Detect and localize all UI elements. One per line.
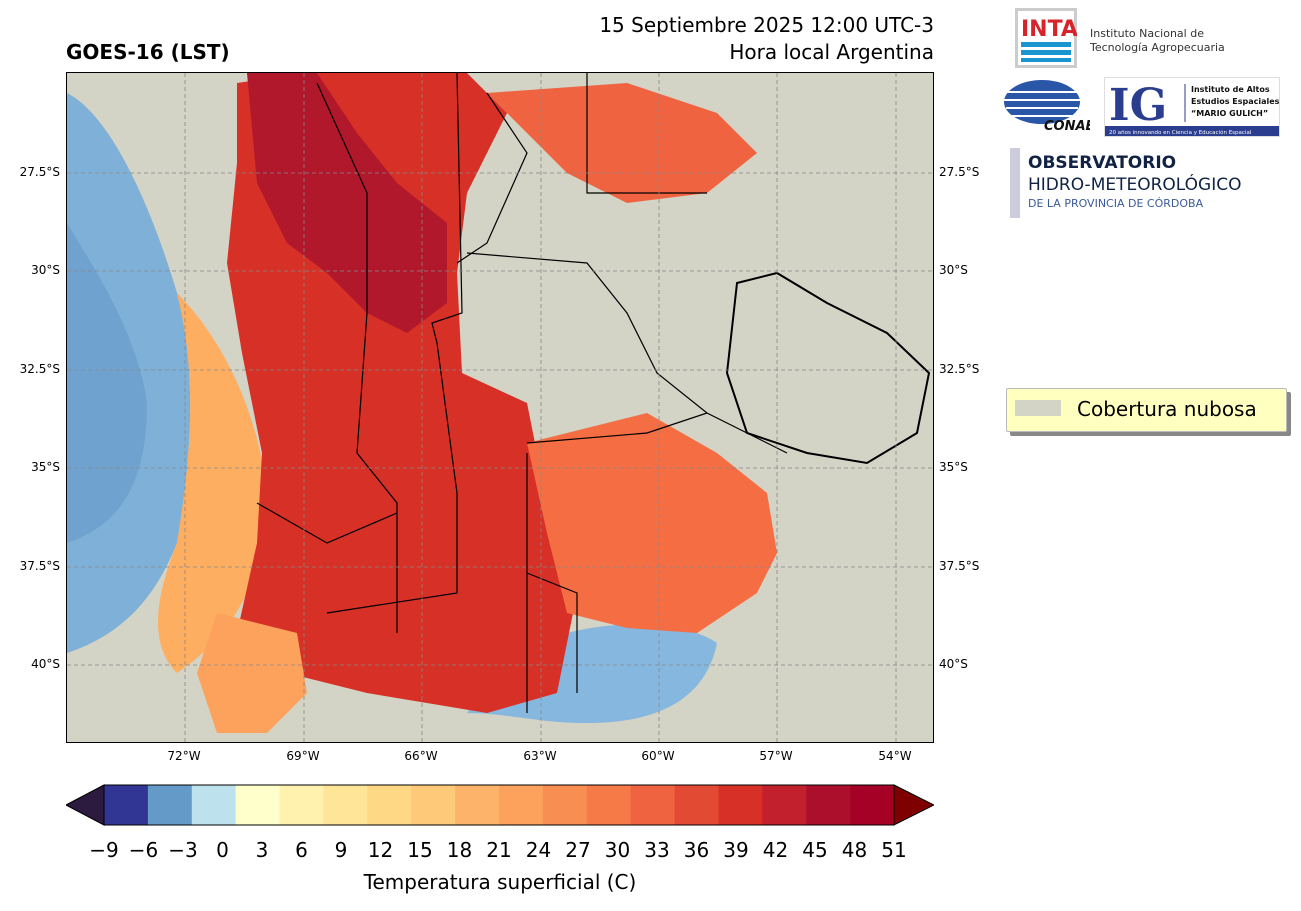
lat-label-left: 32.5°S (19, 362, 60, 376)
svg-text:20 años innovando en Ciencia y: 20 años innovando en Ciencia y Educación… (1109, 129, 1252, 136)
lon-label: 54°W (878, 749, 912, 763)
colorbar-segment (279, 785, 324, 825)
colorbar-tick-label: 45 (802, 838, 828, 862)
lon-label: 69°W (286, 749, 320, 763)
colorbar-tick-label: 6 (295, 838, 308, 862)
southern-warm-patch (197, 613, 307, 733)
colorbar-tick-label: 36 (683, 838, 710, 862)
colorbar-segment (586, 785, 632, 825)
local-time-label: Hora local Argentina (729, 40, 934, 64)
colorbar-segment (499, 785, 544, 825)
svg-text:Estudios Espaciales: Estudios Espaciales (1191, 97, 1279, 106)
colorbar-segment (850, 785, 895, 825)
province-borders (256, 73, 788, 713)
lat-label-right: 40°S (939, 657, 968, 671)
lat-label-left: 35°S (31, 460, 60, 474)
uruguay-border (725, 271, 931, 465)
lat-label-right: 27.5°S (939, 165, 980, 179)
colorbar-segment (235, 785, 281, 825)
lst-map (66, 72, 934, 743)
svg-text:Instituto de Altos: Instituto de Altos (1191, 85, 1270, 94)
datetime-header: 15 Septiembre 2025 12:00 UTC-3 Hora loca… (599, 12, 934, 66)
cloud-cover-legend: Cobertura nubosa (1006, 388, 1287, 432)
colorbar-tick-label: −3 (168, 838, 198, 862)
lat-label-left: 27.5°S (19, 165, 60, 179)
colorbar (66, 784, 934, 826)
lat-label-right: 37.5°S (939, 559, 980, 573)
map-title: GOES-16 (LST) (66, 40, 230, 64)
lat-label-right: 30°S (939, 263, 968, 277)
colorbar-over-arrow (893, 784, 934, 826)
colorbar-segment (147, 785, 193, 825)
colorbar-tick-label: 18 (446, 838, 473, 862)
lon-label: 66°W (404, 749, 438, 763)
svg-text:CONAE: CONAE (1044, 119, 1090, 134)
colorbar-tick-label: −6 (128, 838, 159, 862)
colorbar-tick-label: 39 (723, 838, 749, 862)
colorbar-segment (455, 785, 500, 825)
lat-label-right: 35°S (939, 460, 968, 474)
colorbar-tick-label: 3 (255, 838, 269, 862)
colorbar-tick-label: 33 (644, 838, 670, 862)
colorbar-tick-label: 48 (841, 838, 868, 862)
inta-logo: INTA (1015, 8, 1078, 68)
colorbar-segment (718, 785, 763, 825)
colorbar-tick-label: 51 (881, 838, 907, 862)
lat-label-right: 32.5°S (939, 362, 980, 376)
datetime-label: 15 Septiembre 2025 12:00 UTC-3 (599, 13, 934, 37)
colorbar-tick-label: 15 (407, 838, 433, 862)
colorbar-label: Temperatura superficial (C) (363, 870, 637, 894)
colorbar-segment (191, 785, 237, 825)
lon-label: 63°W (523, 749, 557, 763)
colorbar-tick-label: −9 (89, 838, 119, 862)
colorbar-tick-label: 24 (525, 838, 552, 862)
conae-logo: CONAE (1004, 78, 1095, 134)
inta-name: Instituto Nacional de Tecnología Agropec… (1090, 27, 1225, 54)
colorbar-tick-label: 27 (565, 838, 591, 862)
colorbar-under-arrow (66, 784, 105, 826)
svg-text:IG: IG (1109, 80, 1167, 131)
gridlines (67, 73, 933, 742)
cloud-cover-label: Cobertura nubosa (1077, 397, 1257, 421)
colorbar-segment (323, 785, 368, 825)
svg-text:INTA: INTA (1021, 17, 1077, 42)
colorbar-tick-label: 0 (216, 838, 229, 862)
colorbar-tick-label: 9 (334, 838, 348, 862)
colorbar-tick-label: 42 (762, 838, 789, 862)
lat-label-left: 37.5°S (19, 559, 60, 573)
lon-label: 60°W (641, 749, 675, 763)
colorbar-segment (762, 785, 807, 825)
colorbar-segment (542, 785, 588, 825)
colorbar-tick-label: 12 (367, 838, 394, 862)
very-hot-core (247, 73, 447, 333)
colorbar-tick-label: 30 (604, 838, 631, 862)
lat-label-left: 30°S (31, 263, 60, 277)
colorbar-segment (367, 785, 412, 825)
map-canvas (67, 73, 933, 742)
lat-label-left: 40°S (31, 657, 60, 671)
cloud-cover-swatch (1015, 400, 1061, 416)
colorbar-segment (104, 785, 149, 825)
ig-logo: IG Instituto de Altos Estudios Espaciale… (1104, 77, 1280, 137)
colorbar-segment (411, 785, 456, 825)
lon-label: 72°W (167, 749, 201, 763)
colorbar-segment (674, 785, 719, 825)
pacific-colder-region (67, 223, 147, 543)
colorbar-segment (806, 785, 851, 825)
colorbar-tick-label: 21 (486, 838, 512, 862)
svg-text:“MARIO GULICH”: “MARIO GULICH” (1191, 109, 1268, 118)
northeast-warm-patch (487, 83, 757, 203)
lon-label: 57°W (759, 749, 793, 763)
colorbar-segment (630, 785, 676, 825)
